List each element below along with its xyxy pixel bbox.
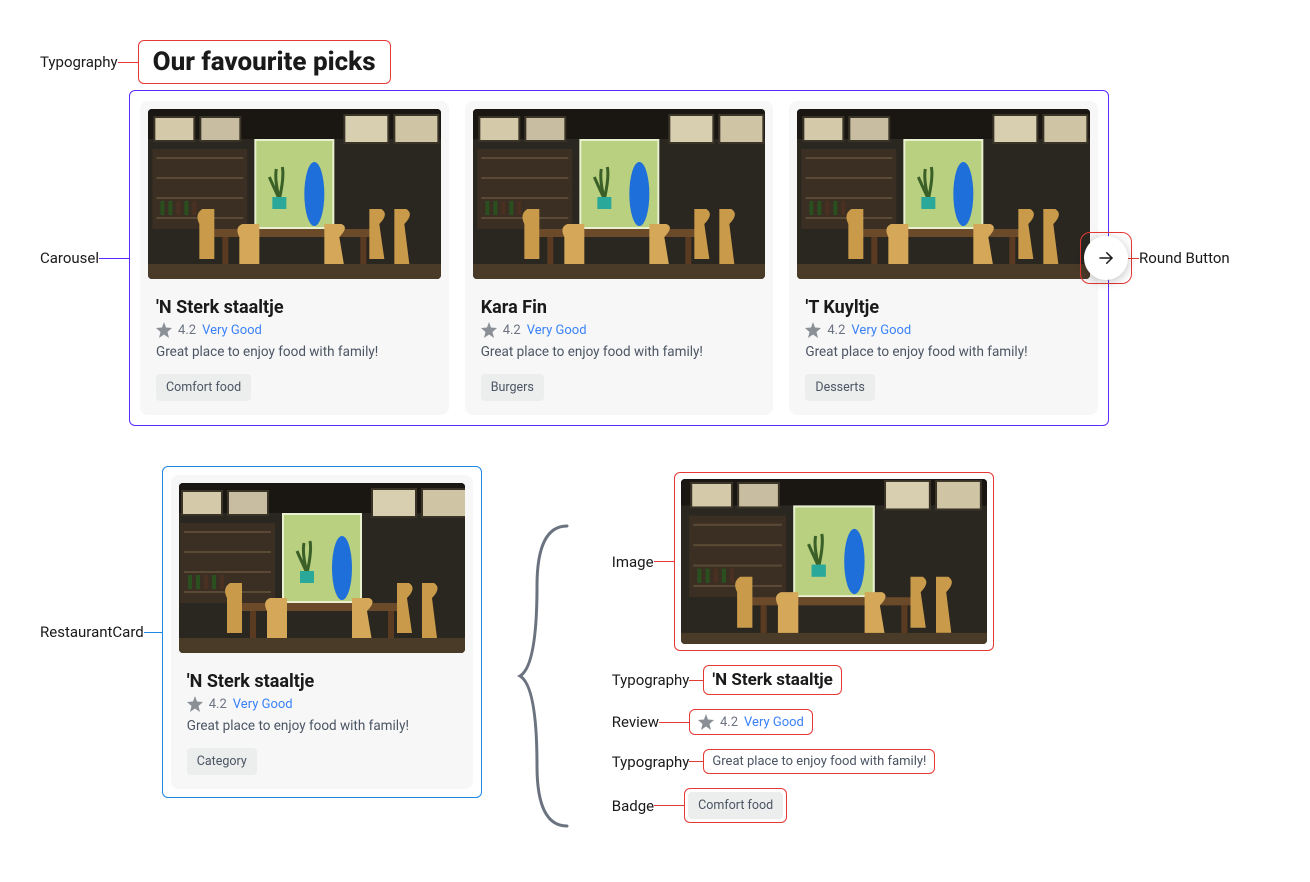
star-icon <box>156 322 172 338</box>
card-description: Great place to enjoy food with family! <box>156 344 433 360</box>
restaurant-card[interactable]: 'T Kuyltje 4.2 Very Good Great place to … <box>789 101 1098 415</box>
brace-icon <box>512 466 582 836</box>
card-description: Great place to enjoy food with family! <box>187 718 457 734</box>
card-title: 'N Sterk staaltje <box>156 297 433 318</box>
carousel-next-button[interactable] <box>1084 236 1128 280</box>
restaurant-card[interactable]: 'N Sterk staaltje 4.2 Very Good Great pl… <box>140 101 449 415</box>
rating-label: Very Good <box>744 715 804 730</box>
rating-value: 4.2 <box>720 715 738 730</box>
star-icon <box>187 696 203 712</box>
card-review: 4.2 Very Good <box>187 696 457 712</box>
annotation-connector <box>144 632 162 633</box>
round-button-annotation-box <box>1080 232 1132 284</box>
rating-value: 4.2 <box>178 323 196 338</box>
typography-desc-example: Great place to enjoy food with family! <box>703 749 935 774</box>
star-icon <box>481 322 497 338</box>
rating-label: Very Good <box>233 697 293 712</box>
annotation-connector <box>659 722 689 723</box>
review-example: 4.2 Very Good <box>689 709 813 735</box>
category-badge: Burgers <box>481 374 544 401</box>
star-icon <box>805 322 821 338</box>
rating-label: Very Good <box>851 323 911 338</box>
section-title: Our favourite picks <box>138 40 391 84</box>
category-badge: Category <box>187 748 257 775</box>
restaurant-card[interactable]: 'N Sterk staaltje 4.2 Very Good Great pl… <box>171 475 473 789</box>
restaurant-card-example: 'N Sterk staaltje 4.2 Very Good Great pl… <box>162 466 482 798</box>
carousel: 'N Sterk staaltje 4.2 Very Good Great pl… <box>129 90 1109 426</box>
card-title: 'N Sterk staaltje <box>712 670 832 690</box>
annotation-round-button: Round Button <box>1139 249 1230 267</box>
category-badge: Desserts <box>805 374 874 401</box>
card-image <box>797 109 1090 279</box>
badge-example: Comfort food <box>684 788 787 823</box>
rating-value: 4.2 <box>503 323 521 338</box>
rating-label: Very Good <box>202 323 262 338</box>
annotation-badge: Badge <box>612 797 654 815</box>
annotation-image: Image <box>612 553 654 571</box>
annotation-connector <box>654 561 674 562</box>
card-image <box>148 109 441 279</box>
annotation-typography: Typography <box>40 53 118 71</box>
card-title: Kara Fin <box>481 297 758 318</box>
arrow-right-icon <box>1097 249 1115 267</box>
rating-label: Very Good <box>527 323 587 338</box>
annotation-review: Review <box>612 713 659 731</box>
card-description: Great place to enjoy food with family! <box>805 344 1082 360</box>
card-title: 'T Kuyltje <box>805 297 1082 318</box>
annotation-connector <box>689 680 703 681</box>
card-review: 4.2 Very Good <box>156 322 433 338</box>
rating-value: 4.2 <box>827 323 845 338</box>
card-review: 4.2 Very Good <box>805 322 1082 338</box>
card-image <box>681 479 987 644</box>
annotation-connector <box>118 62 138 63</box>
annotation-connector <box>689 761 703 762</box>
card-description: Great place to enjoy food with family! <box>712 754 926 769</box>
annotation-carousel: Carousel <box>40 249 99 267</box>
annotation-restaurant-card: RestaurantCard <box>40 623 144 641</box>
restaurant-card[interactable]: Kara Fin 4.2 Very Good Great place to en… <box>465 101 774 415</box>
annotation-typography: Typography <box>612 671 690 689</box>
annotation-connector <box>654 805 684 806</box>
card-title: 'N Sterk staaltje <box>187 671 457 692</box>
star-icon <box>698 714 714 730</box>
card-review: 4.2 Very Good <box>481 322 758 338</box>
rating-value: 4.2 <box>209 697 227 712</box>
component-breakdown: Image Typography 'N Sterk staaltje Revie… <box>612 466 994 823</box>
annotation-typography: Typography <box>612 753 690 771</box>
category-badge: Comfort food <box>688 792 783 819</box>
card-image <box>179 483 465 653</box>
card-image <box>473 109 766 279</box>
category-badge: Comfort food <box>156 374 251 401</box>
typography-example: 'N Sterk staaltje <box>703 665 841 695</box>
annotation-connector <box>99 258 129 259</box>
card-description: Great place to enjoy food with family! <box>481 344 758 360</box>
image-example <box>674 472 994 651</box>
